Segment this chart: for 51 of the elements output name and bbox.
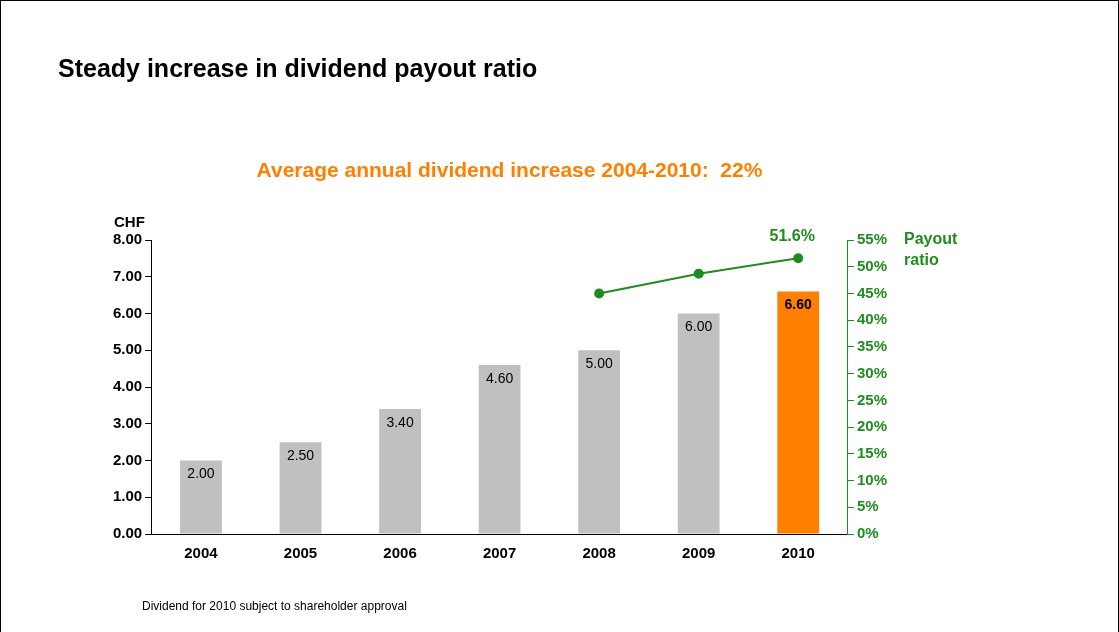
y2-tick-label: 30% [856,363,888,381]
y-tick-label: 2.00 [112,450,143,468]
x-tick-label: 2004 [184,544,219,562]
point [594,288,605,299]
data-label: 6.60 [784,296,813,313]
y2-tick-label: 10% [856,470,888,488]
data-label: 2.50 [286,446,315,463]
bar [379,409,421,534]
y-tick-label: 1.00 [112,487,143,505]
data-label: 51.6% [769,226,815,244]
x-tick-label: 2006 [383,544,417,562]
data-label: 6.00 [685,318,713,335]
y2-tick-label: 55% [856,230,888,248]
bar [777,291,820,534]
y2-tick-label: 25% [856,390,888,408]
x-tick-label: 2009 [681,544,716,562]
bar [478,364,521,534]
point [793,253,804,264]
y2-axis-title: Payout ratio [904,230,959,269]
data-label: 2.00 [187,465,215,482]
bar [279,442,322,534]
y2-tick-label: 40% [856,310,888,328]
chart-title: Steady increase in dividend payout ratio [58,54,538,83]
bar [677,313,720,534]
y-axis-title: CHF [114,212,145,230]
y2-tick-label: 20% [856,417,888,435]
data-label: 5.00 [585,355,613,372]
chart-subtitle: Average annual dividend increase 2004-2010: 22% [255,158,764,182]
data-label: 3.40 [386,413,414,430]
y-tick-label: 0.00 [112,524,143,542]
y2-tick-label: 45% [856,283,888,301]
y2-tick-label: 0% [856,524,879,542]
bar [180,460,222,534]
y2-tick-label: 15% [856,443,888,461]
data-label: 4.60 [485,369,514,386]
y2-tick-label: 5% [856,497,879,515]
y2-tick-label: 35% [856,337,888,355]
y-tick-label: 5.00 [112,340,143,358]
text: Dividend for 2010 subject to shareholder approval [142,599,407,613]
y-tick-label: 4.00 [112,377,143,395]
y-tick-label: 6.00 [112,303,143,321]
x-tick-label: 2007 [482,544,517,562]
point [693,268,704,279]
y-tick-label: 7.00 [112,266,143,284]
x-tick-label: 2005 [283,544,318,562]
y-tick-label: 3.00 [112,413,143,431]
x-tick-label: 2010 [781,544,815,562]
bar [578,350,621,534]
y-tick-label: 8.00 [112,230,143,248]
y2-tick-label: 50% [856,256,888,274]
x-tick-label: 2008 [582,544,616,562]
